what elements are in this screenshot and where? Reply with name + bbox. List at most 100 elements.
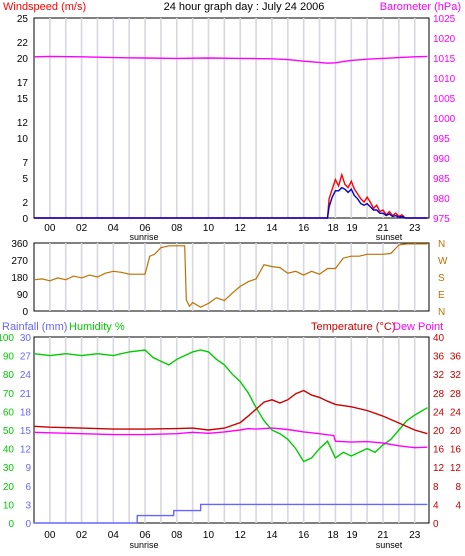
x-tick-label-bottom: 16: [298, 530, 310, 541]
sunset-label-bottom: sunset: [376, 540, 403, 550]
barometer-axis-tick: 975: [433, 214, 450, 225]
dew-point-title: Dew Point: [393, 321, 443, 333]
direction-axis-tick: 270: [11, 256, 28, 267]
dew-point-axis-tick: 20: [450, 426, 462, 437]
humidity-axis-tick: 70: [3, 389, 15, 400]
average-line: [34, 186, 428, 219]
x-tick-label-bottom: 06: [139, 530, 151, 541]
temperature-axis-tick: 28: [433, 389, 445, 400]
x-tick-label-top: 00: [44, 223, 56, 234]
compass-axis-tick: W: [438, 256, 448, 267]
temperature-axis-tick: 40: [433, 333, 445, 344]
humidity-axis-tick: 10: [3, 500, 15, 511]
rain-axis-tick: 6: [25, 482, 31, 493]
x-tick-label-bottom: 02: [76, 530, 88, 541]
humidity-axis-tick: 30: [3, 463, 15, 474]
temperature-axis-tick: 0: [433, 519, 439, 530]
rain-humidity-temperature-panel: [33, 336, 430, 524]
humidity-line: [33, 349, 428, 463]
x-tick-label-top: 06: [139, 223, 151, 234]
x-tick-label-bottom: 12: [235, 530, 247, 541]
wind-axis-tick: 7: [22, 158, 28, 169]
dew-point-axis-tick: 32: [450, 370, 462, 381]
x-tick-label-bottom: 18: [327, 530, 339, 541]
humidity-axis-tick: 40: [3, 445, 15, 456]
direction-axis-tick: 0: [22, 307, 28, 318]
x-tick-label-top: 23: [409, 223, 421, 234]
direction-axis-tick: 90: [17, 290, 29, 301]
x-tick-label-bottom: 08: [171, 530, 183, 541]
wind-axis-tick: 5: [22, 174, 28, 185]
humidity-axis-tick: 90: [3, 352, 15, 363]
barometer-axis-tick: 995: [433, 134, 450, 145]
wind-axis-tick: 0: [22, 214, 28, 225]
rainfall-title: Rainfall (mm): [2, 321, 67, 333]
dew-point-axis-tick: 16: [450, 445, 462, 456]
x-tick-label-bottom: 21: [377, 530, 389, 541]
rain-axis-tick: 3: [25, 500, 31, 511]
x-tick-label-top: 21: [377, 223, 389, 234]
dew-point-axis-tick: 36: [450, 352, 462, 363]
temperature-line: [33, 389, 428, 435]
barometer-line: [33, 55, 428, 64]
dew-point-line: [33, 427, 428, 449]
barometer-axis-tick: 985: [433, 174, 450, 185]
x-tick-label-top: 10: [203, 223, 215, 234]
humidity-axis-tick: 80: [3, 370, 15, 381]
barometer-axis-tick: 1005: [433, 94, 456, 105]
x-tick-label-bottom: 00: [44, 530, 56, 541]
humidity-axis-tick: 50: [3, 426, 15, 437]
x-tick-label-bottom: 04: [108, 530, 120, 541]
grid-layer: [49, 18, 416, 523]
x-tick-label-bottom: 23: [409, 530, 421, 541]
x-tick-label-top: 19: [346, 223, 358, 234]
wind-axis-tick: 25: [17, 14, 29, 25]
temperature-axis-tick: 36: [433, 352, 445, 363]
wind-direction-panel: [33, 242, 430, 312]
wind-direction-line: [33, 243, 428, 308]
rain-axis-tick: 9: [25, 463, 31, 474]
rain-axis-tick: 0: [25, 519, 31, 530]
temperature-axis-tick: 4: [433, 500, 439, 511]
barometer-title: Barometer (hPa): [380, 1, 461, 13]
temperature-axis-tick: 32: [433, 370, 445, 381]
temperature-title: Temperature (°C): [311, 321, 395, 333]
rain-axis-tick: 12: [20, 445, 32, 456]
wind-axis-tick: 22: [17, 38, 29, 49]
wind-axis-tick: 17: [17, 78, 29, 89]
wind-axis-tick: 2: [22, 198, 28, 209]
barometer-axis-tick: 1000: [433, 114, 456, 125]
compass-axis-tick: N: [438, 239, 445, 250]
rainfall-line: [34, 503, 428, 524]
x-tick-label-bottom: 10: [203, 530, 215, 541]
windspeed-title: Windspeed (m/s): [3, 1, 86, 13]
x-tick-label-top: 16: [298, 223, 310, 234]
rain-axis-tick: 18: [20, 407, 32, 418]
graph-title: 24 hour graph day : July 24 2006: [164, 1, 325, 13]
barometer-axis-tick: 1025: [433, 14, 456, 25]
sunset-label-top: sunset: [376, 232, 403, 242]
temperature-axis-tick: 16: [433, 445, 445, 456]
x-tick-label-top: 14: [266, 223, 278, 234]
x-tick-label-top: 12: [235, 223, 247, 234]
wind-barometer-panel: [33, 17, 430, 219]
axis-layer: 0000020204040606080810101212141416161818…: [0, 14, 461, 541]
rain-axis-tick: 24: [20, 370, 32, 381]
humidity-axis-tick: 0: [8, 519, 14, 530]
humidity-axis-tick: 20: [3, 482, 15, 493]
direction-axis-tick: 180: [11, 273, 28, 284]
humidity-axis-tick: 100: [0, 333, 14, 344]
temperature-axis-tick: 20: [433, 426, 445, 437]
rain-axis-tick: 21: [20, 389, 32, 400]
humidity-axis-tick: 60: [3, 407, 15, 418]
humidity-title: Humidity %: [69, 321, 125, 333]
barometer-axis-tick: 990: [433, 154, 450, 165]
dew-point-axis-tick: 24: [450, 407, 462, 418]
rain-axis-tick: 27: [20, 352, 32, 363]
x-tick-label-top: 18: [327, 223, 339, 234]
x-tick-label-bottom: 19: [346, 530, 358, 541]
x-tick-label-top: 08: [171, 223, 183, 234]
x-tick-label-top: 04: [108, 223, 120, 234]
x-tick-label-top: 02: [76, 223, 88, 234]
